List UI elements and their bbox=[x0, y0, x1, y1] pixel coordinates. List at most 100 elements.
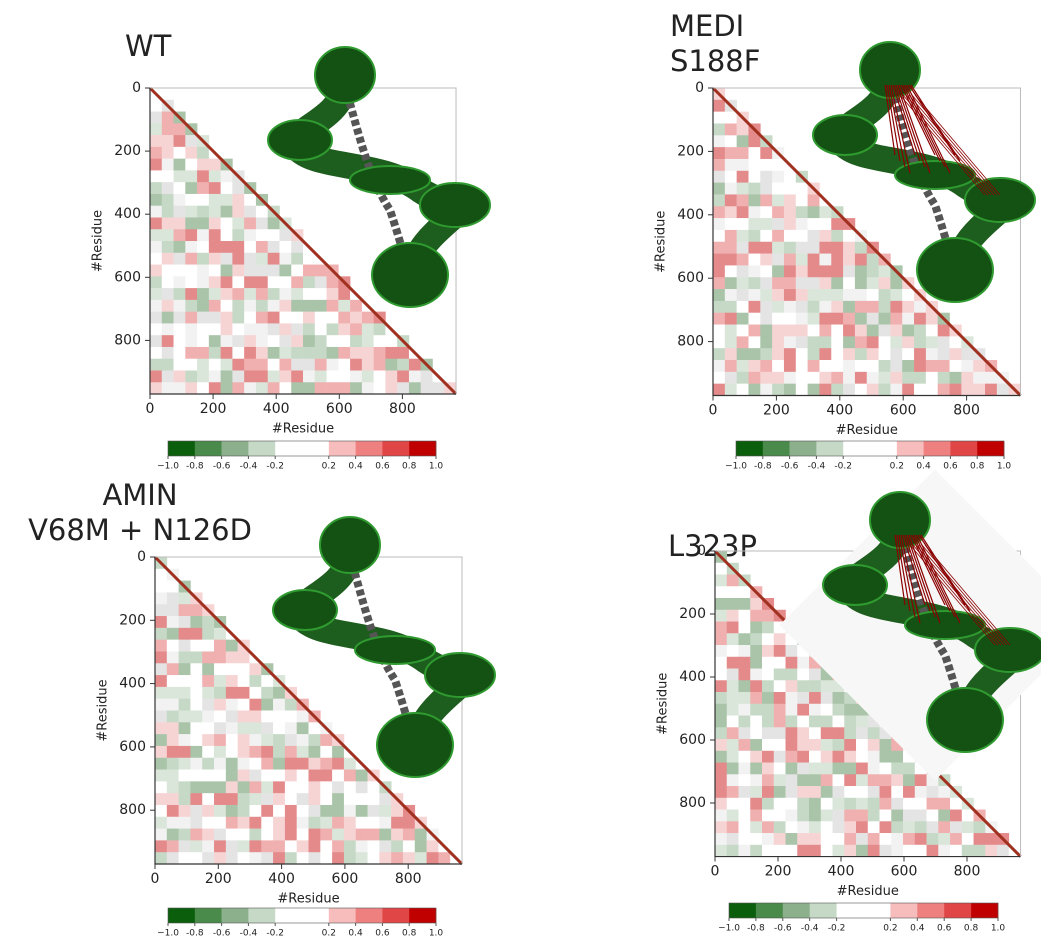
heatmap-cell bbox=[355, 804, 368, 818]
heatmap-cell bbox=[854, 289, 868, 302]
heatmap-cell bbox=[783, 312, 797, 325]
heatmap-cell bbox=[831, 383, 844, 396]
heatmap-cell bbox=[190, 616, 203, 629]
heatmap-cell bbox=[809, 786, 822, 799]
heatmap-cell bbox=[379, 816, 392, 829]
heatmap-cell bbox=[807, 253, 820, 266]
heatmap-cell bbox=[232, 205, 245, 218]
heatmap-cell bbox=[279, 311, 292, 324]
heatmap-cell bbox=[715, 586, 728, 599]
contact-line bbox=[905, 94, 992, 196]
heatmap-cell bbox=[249, 769, 262, 782]
heatmap-cell bbox=[785, 680, 798, 693]
heatmap-cell bbox=[208, 358, 221, 371]
heatmap-cell bbox=[202, 828, 215, 841]
heatmap-cell bbox=[856, 797, 869, 810]
heatmap-cell bbox=[255, 311, 269, 324]
heatmap-cell bbox=[961, 360, 974, 373]
heatmap-cell bbox=[150, 311, 163, 324]
heatmap-cell bbox=[961, 844, 974, 857]
heatmap-cell bbox=[738, 680, 751, 693]
heatmap-cell bbox=[249, 722, 262, 735]
heatmap-cell bbox=[391, 852, 404, 865]
heatmap-cell bbox=[303, 346, 316, 360]
heatmap-cell bbox=[795, 277, 808, 290]
domain bbox=[419, 182, 491, 228]
heatmap-cell bbox=[267, 370, 280, 383]
heatmap-cell bbox=[178, 840, 191, 853]
heatmap-cell bbox=[843, 265, 856, 278]
heatmap-cell bbox=[161, 299, 174, 312]
heatmap-cell bbox=[795, 206, 808, 219]
heatmap-cell bbox=[783, 265, 797, 278]
heatmap-cell bbox=[809, 844, 822, 857]
heatmap-cell bbox=[408, 382, 422, 395]
heatmap-cell bbox=[255, 382, 269, 395]
heatmap-cell bbox=[748, 289, 761, 302]
x-tick-label: 0 bbox=[711, 864, 720, 880]
heatmap-cell bbox=[197, 229, 210, 242]
heatmap-cell bbox=[773, 692, 786, 705]
heatmap-cell bbox=[715, 621, 728, 634]
heatmap-cell bbox=[150, 241, 163, 254]
heatmap-cell bbox=[726, 703, 739, 716]
heatmap-cell bbox=[308, 769, 321, 782]
heatmap-cell bbox=[166, 604, 179, 617]
colorbar-tick-label: 1.0 bbox=[997, 462, 1012, 472]
heatmap-cell bbox=[308, 745, 321, 759]
heatmap-cell bbox=[296, 769, 309, 782]
heatmap-cell bbox=[155, 816, 168, 829]
heatmap-cell bbox=[795, 371, 808, 384]
heatmap-cell bbox=[255, 229, 269, 242]
colorbar-segment bbox=[809, 903, 837, 918]
heatmap-cell bbox=[760, 371, 773, 384]
heatmap-cell bbox=[890, 324, 903, 337]
heatmap-cell bbox=[797, 833, 810, 846]
heatmap-cell bbox=[856, 821, 869, 834]
heatmap-cell bbox=[367, 828, 380, 841]
heatmap-cell bbox=[856, 774, 869, 787]
heatmap-cell bbox=[866, 360, 879, 373]
colorbar-segment bbox=[971, 903, 999, 918]
heatmap-cell bbox=[185, 158, 198, 171]
heatmap-cell bbox=[249, 804, 262, 818]
heatmap-cell bbox=[173, 182, 186, 195]
heatmap-cell bbox=[320, 840, 333, 853]
heatmap-cell bbox=[267, 358, 280, 371]
y-axis-label: #Residue bbox=[654, 211, 669, 273]
heatmap-cell bbox=[225, 663, 238, 676]
heatmap-cell bbox=[760, 206, 773, 219]
heatmap-cell bbox=[773, 762, 786, 775]
colorbar-segment bbox=[890, 903, 918, 918]
heatmap-cell bbox=[914, 774, 927, 787]
heatmap-cell bbox=[155, 852, 168, 865]
heatmap-cell bbox=[150, 346, 163, 360]
contact-line bbox=[924, 544, 1011, 646]
heatmap-cell bbox=[760, 182, 773, 195]
colorbar-tick-label: -0.8 bbox=[186, 929, 204, 938]
heatmap-cell bbox=[807, 218, 820, 231]
heatmap-cell bbox=[807, 300, 820, 314]
heatmap-cell bbox=[267, 299, 280, 312]
heatmap-cell bbox=[843, 253, 856, 266]
heatmap-cell bbox=[879, 797, 892, 810]
heatmap-cell bbox=[350, 299, 363, 312]
contact-line bbox=[900, 84, 936, 156]
y-tick-label: 800 bbox=[114, 332, 141, 348]
heatmap-cell bbox=[155, 639, 168, 652]
heatmap-cell bbox=[831, 324, 844, 337]
heatmap-cell bbox=[878, 371, 891, 384]
heatmap-cell bbox=[797, 786, 810, 799]
heatmap-cell bbox=[738, 797, 751, 810]
heatmap-cell bbox=[178, 675, 191, 688]
heatmap-cell bbox=[843, 336, 856, 349]
heatmap-cell bbox=[414, 840, 427, 853]
heatmap-cell bbox=[879, 739, 892, 752]
heatmap-cell bbox=[284, 793, 297, 806]
heatmap-cell bbox=[350, 323, 363, 336]
heatmap-cell bbox=[202, 781, 215, 794]
heatmap-cell bbox=[343, 840, 357, 853]
heatmap-cell bbox=[878, 383, 891, 396]
heatmap-cell bbox=[379, 793, 392, 806]
colorbar-segment bbox=[870, 441, 898, 456]
